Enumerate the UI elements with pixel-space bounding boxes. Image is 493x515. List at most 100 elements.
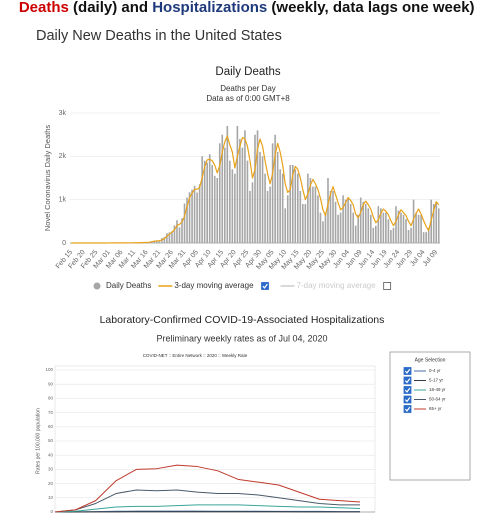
bar [435,201,438,243]
bar [400,212,402,243]
bar [422,232,425,243]
y-tick-label: 50 [48,438,54,443]
bar [251,182,254,243]
bar [362,201,365,243]
bar [284,208,287,243]
bar [387,219,390,243]
chart-subtitle: Deaths per Day [220,84,276,93]
y-tick-label: 0 [62,240,66,247]
bar [405,219,407,243]
bar [420,214,422,243]
bar [201,156,203,243]
legend-label: 18-49 yr [429,387,446,392]
bar [412,199,415,243]
bar [354,225,357,243]
legend-title: Age Selection [415,357,446,363]
bar [256,130,259,243]
plot-frame [54,365,376,513]
series-line [71,135,440,244]
bar [372,227,375,243]
legend-label: 0-4 yr [429,368,441,373]
legend-checkbox [261,282,269,290]
bar [380,208,382,243]
bar [357,214,360,243]
bar [244,130,246,243]
chart-note: COVID-NET :: Entire Network :: 2020 :: W… [143,353,248,358]
bar [377,206,380,243]
y-axis-label: Novel Coronavirus Daily Deaths [43,125,52,232]
series-line [54,464,361,513]
bar [206,162,208,243]
bar [392,227,395,243]
bar [407,230,410,243]
bar [415,212,417,243]
legend-label: 5-17 yr [429,378,444,383]
bar [427,227,430,243]
y-tick-label: 70 [48,410,54,415]
bar [216,178,219,243]
legend-checkbox-tick [404,378,411,384]
bar [309,178,312,243]
bar [156,240,158,243]
bar [294,169,297,243]
bar [317,195,319,243]
bar [296,173,299,243]
bar [249,191,251,243]
bar [168,232,171,243]
bar [304,204,307,243]
legend-label: 3-day moving average [174,281,254,290]
bar [322,221,324,243]
bar [319,212,322,243]
bar [234,173,236,243]
section-title: Daily New Deaths in the United States [36,28,282,44]
bar [425,232,427,243]
y-tick-label: 90 [48,381,54,386]
bar [281,173,284,243]
legend-checkbox-tick [404,397,411,403]
bar [211,165,214,243]
legend-label: 7-day moving average [297,281,377,290]
bar [349,204,352,243]
bar [158,240,161,243]
bar [324,212,327,243]
bar [339,212,342,243]
bar [369,214,372,243]
bar [208,154,211,243]
legend-marker [93,282,101,290]
y-tick-label: 40 [48,452,54,457]
legend-checkbox-tick [404,368,411,374]
chart-note: Data as of 0:00 GMT+8 [206,94,290,103]
bar [166,233,168,243]
series-line [54,489,360,513]
bar [329,191,332,243]
bar [314,186,317,243]
legend-checkbox-tick [262,283,268,289]
bar [231,169,234,243]
bar [279,169,281,243]
bar [382,212,385,243]
y-tick-label: 100 [45,367,53,372]
bar [183,203,186,243]
bar [344,199,347,243]
bar [291,165,294,243]
legend-checkbox [403,376,412,385]
bar [276,152,279,243]
y-tick-label: 80 [48,396,54,401]
series-line [54,504,361,513]
bar [218,143,221,243]
y-tick-label: 30 [48,467,54,472]
bar [332,191,334,243]
bar [274,134,276,243]
bar [223,147,226,243]
bar [236,126,239,243]
bar [213,175,216,243]
bar [186,197,188,243]
headline: Deaths (daily) and Hospitalizations (wee… [0,0,487,16]
bar [375,225,377,243]
bar [196,192,198,243]
y-tick-label: 60 [48,424,54,429]
bar [337,214,339,243]
bar [359,197,362,243]
bar [299,191,302,243]
